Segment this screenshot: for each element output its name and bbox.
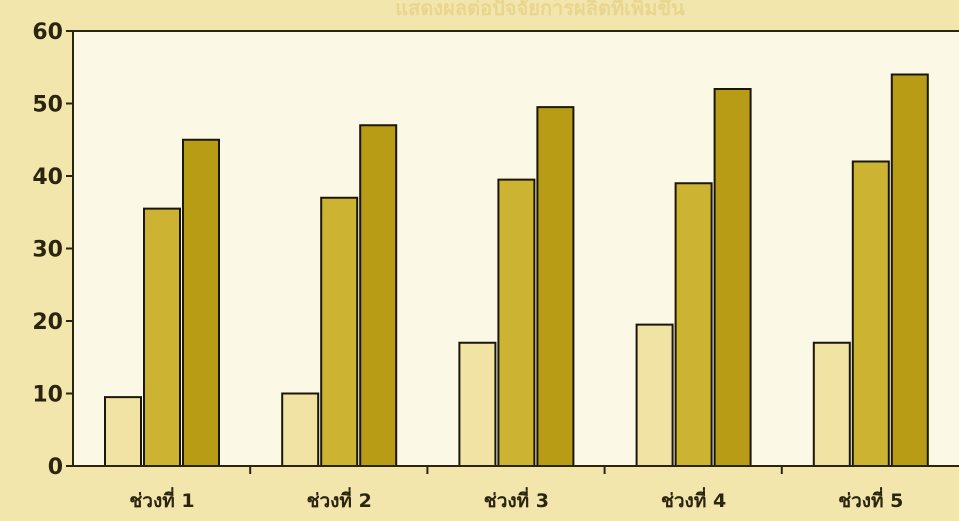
bar: [851, 160, 890, 467]
bar: [359, 124, 398, 467]
y-tick-label: 30: [32, 238, 63, 263]
bar: [713, 88, 752, 467]
x-category-label: ช่วงที่ 5: [838, 487, 903, 512]
bar: [281, 392, 320, 467]
bar: [536, 106, 575, 467]
bar: [182, 138, 220, 467]
bar: [635, 323, 674, 467]
y-tick-label: 40: [32, 165, 63, 190]
bar: [320, 196, 359, 467]
y-tick-label: 10: [32, 383, 63, 408]
chart-title: แสดงผลต่อปัจจัยการผลิตที่เพิ่มขึ้น: [395, 0, 685, 20]
bar: [143, 207, 181, 467]
bar: [674, 182, 713, 467]
y-tick-label: 60: [32, 20, 63, 45]
y-tick-label: 50: [32, 93, 63, 118]
x-category-label: ช่วงที่ 2: [307, 487, 372, 512]
x-category-label: ช่วงที่ 4: [661, 487, 726, 512]
x-category-label: ช่วงที่ 3: [484, 487, 549, 512]
bar: [104, 396, 142, 467]
y-tick-label: 20: [32, 310, 63, 335]
y-tick-label: 0: [48, 455, 63, 480]
bar: [812, 341, 851, 467]
bar: [890, 73, 929, 467]
bar: [458, 341, 497, 467]
x-category-label: ช่วงที่ 1: [129, 487, 194, 512]
bar: [497, 178, 536, 467]
